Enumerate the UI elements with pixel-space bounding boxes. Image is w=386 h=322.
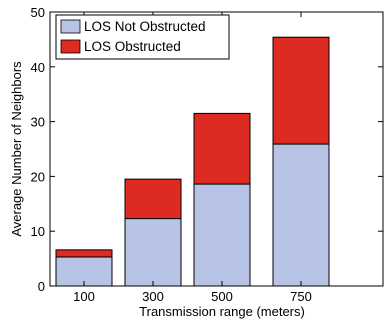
y-tick-label-0: 0 <box>38 279 45 294</box>
y-tick-label-50: 50 <box>31 5 45 20</box>
y-tick-label-20: 20 <box>31 169 45 184</box>
legend: LOS Not Obstructed LOS Obstructed <box>55 14 230 60</box>
bar-los-obstructed-300 <box>124 178 182 220</box>
bar-los-obstructed-100 <box>55 249 113 258</box>
x-tick-label-500: 500 <box>211 289 233 304</box>
legend-swatch-los-obstructed <box>60 39 81 54</box>
bar-los-obstructed-500 <box>193 112 251 185</box>
y-tick-label-30: 30 <box>31 115 45 130</box>
y-tick-label-40: 40 <box>31 60 45 75</box>
legend-label-los-obstructed: LOS Obstructed <box>84 39 181 54</box>
legend-swatch-los-not-obstructed <box>60 19 81 34</box>
x-axis-label: Transmission range (meters) <box>139 304 305 319</box>
bars-layer <box>55 36 330 287</box>
bar-los-not-obstructed-750 <box>272 143 330 287</box>
legend-label-los-not-obstructed: LOS Not Obstructed <box>84 19 206 34</box>
bar-los-not-obstructed-500 <box>193 183 251 287</box>
legend-box <box>55 14 230 60</box>
bar-los-not-obstructed-300 <box>124 218 182 287</box>
x-tick-label-100: 100 <box>73 289 95 304</box>
y-tick-label-10: 10 <box>31 224 45 239</box>
plot-frame <box>49 11 384 287</box>
x-tick-label-300: 300 <box>142 289 164 304</box>
x-tick-label-750: 750 <box>290 289 312 304</box>
bar-los-obstructed-750 <box>272 36 330 145</box>
y-axis-label: Average Number of Neighbors <box>9 61 24 237</box>
ticks-layer: 0 10 20 30 40 50 100 300 500 750 <box>31 5 383 304</box>
